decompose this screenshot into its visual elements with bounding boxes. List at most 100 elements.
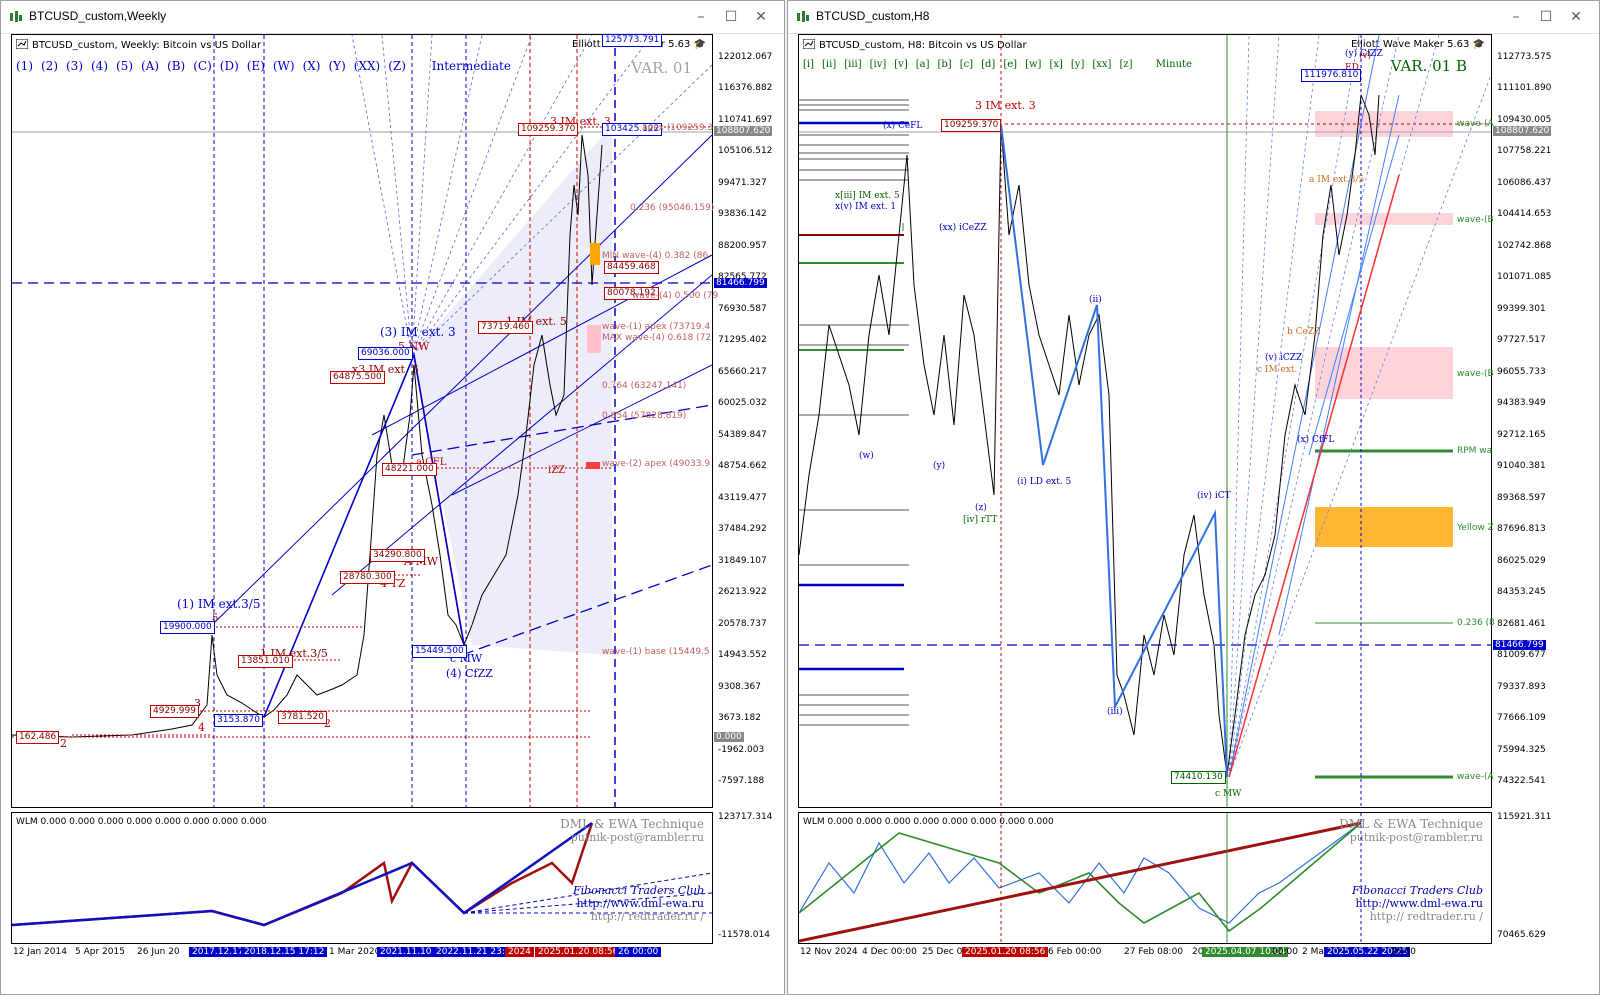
wave-button[interactable]: (D) xyxy=(219,59,239,73)
wave-button[interactable]: [c] xyxy=(959,59,974,70)
price-box: 103425.122 xyxy=(602,123,663,136)
price-box: 28780.300 xyxy=(340,571,395,584)
wave-line-blue xyxy=(1000,124,1228,778)
wave-button[interactable]: [v] xyxy=(894,59,908,70)
wave-button[interactable]: (W) xyxy=(272,59,295,73)
wave-button[interactable]: (4) xyxy=(91,59,108,73)
wave-button[interactable]: [e] xyxy=(1003,59,1018,70)
price-box: 19900.000 xyxy=(160,621,215,634)
zone-wave-B xyxy=(1315,213,1453,225)
main-chart-left[interactable]: BTCUSD_custom, Weekly: Bitcoin vs US Dol… xyxy=(11,34,718,808)
wave-label: 4 xyxy=(198,721,205,734)
wave-button[interactable]: [x] xyxy=(1049,59,1063,70)
wave-label: iZZ xyxy=(548,465,566,476)
fib-label: wave-(1) apex (73719.4 xyxy=(602,322,711,332)
channel-fill xyxy=(412,125,612,655)
wave-label: (z) xyxy=(975,503,987,513)
price-box: 48221.000 xyxy=(382,463,437,476)
wlm-blue xyxy=(799,822,1362,924)
wave-buttons: (1) (2) (3) (4) (5) (A) (B) (C) (D) (E) (W) (X) (Y) (… xyxy=(16,59,519,73)
credits: DML & EWA Technique putnik-post@rambler.… xyxy=(1339,817,1483,923)
credits: DML & EWA Technique putnik-post@rambler.… xyxy=(560,817,704,923)
wave-label: (x) CeFL xyxy=(883,121,923,131)
wlm-blue xyxy=(12,821,593,927)
maximize-button[interactable]: ☐ xyxy=(724,9,738,25)
left-title-bar[interactable]: BTCUSD_custom,Weekly – ☐ ✕ xyxy=(1,1,784,34)
price-box: 74410.130 xyxy=(1171,771,1226,784)
degree-button[interactable]: Intermediate xyxy=(431,59,511,73)
zone-label: wave-(A xyxy=(1457,772,1494,782)
wave-label: (i) LD ext. 5 xyxy=(1017,477,1072,487)
current-price-badge: 108807.620 xyxy=(714,126,773,136)
price-box: 80078.192 xyxy=(604,287,659,300)
degree-button[interactable]: Minute xyxy=(1155,59,1192,70)
wlm-green xyxy=(799,822,1362,933)
price-axis: 112773.575 111101.890 109430.005 107758.… xyxy=(1493,52,1552,786)
wave-button[interactable]: [b] xyxy=(937,59,952,70)
wave-button[interactable]: (1) xyxy=(16,59,33,73)
wave-button[interactable]: (Z) xyxy=(388,59,406,73)
wave-button[interactable]: [d] xyxy=(981,59,996,70)
wave-label: (v) iCZZ xyxy=(1265,353,1303,363)
price-box: 162.486 xyxy=(16,731,60,744)
time-axis: 12 Nov 2024 4 Dec 00:00 25 Dec 08 2025.0… xyxy=(800,947,1416,957)
wave-button[interactable]: (2) xyxy=(41,59,58,73)
wave-label: (3) IM ext. 3 xyxy=(380,325,456,339)
wave-button[interactable]: (A) xyxy=(141,59,160,73)
wlm-chart xyxy=(12,821,712,927)
wave-button[interactable]: [ii] xyxy=(822,59,837,70)
wave-button[interactable]: (XX) xyxy=(353,59,381,73)
variant-label: VAR. 01 B xyxy=(1390,57,1467,75)
wave-label: (iv) iCT xyxy=(1197,491,1231,501)
wave-label: 2 xyxy=(60,737,67,750)
wave-button[interactable]: (5) xyxy=(116,59,133,73)
wave-button[interactable]: (E) xyxy=(246,59,265,73)
wave-label: (ii) xyxy=(1089,295,1102,305)
wlm-label: WLM 0.000 0.000 0.000 0.000 0.000 0.000 … xyxy=(803,817,1054,827)
wave-button[interactable]: (Y) xyxy=(328,59,346,73)
wave-button[interactable]: (B) xyxy=(167,59,186,73)
close-button[interactable]: ✕ xyxy=(755,9,767,25)
fib-label: wave-(2) apex (49033.9 xyxy=(602,459,711,469)
price-box: 3781.520 xyxy=(278,711,327,724)
green-stubs xyxy=(799,262,904,351)
sub-price-axis: 115921.311 70465.629 xyxy=(1497,812,1552,940)
minimize-button[interactable]: – xyxy=(697,9,705,25)
channel-lines xyxy=(1228,35,1400,778)
wave-button[interactable]: [i] xyxy=(803,59,815,70)
orange-marker xyxy=(590,243,600,265)
channel-lines xyxy=(211,134,712,626)
price-line-badge: 81466.799 xyxy=(1493,640,1546,650)
indicator-subwindow[interactable]: WLM 0.000 0.000 0.000 0.000 0.000 0.000 … xyxy=(11,812,713,944)
sub-price-axis: 123717.314 -11578.014 xyxy=(718,812,773,940)
wave-label: (iii) xyxy=(1107,707,1123,717)
wave-button[interactable]: [z] xyxy=(1119,59,1133,70)
current-price-badge: 108807.620 xyxy=(1493,126,1552,136)
maximize-button[interactable]: ☐ xyxy=(1539,9,1553,25)
wave-label: x(v) IM ext. 1 xyxy=(835,202,897,212)
minimize-button[interactable]: – xyxy=(1512,9,1520,25)
indicator-subwindow[interactable]: WLM 0.000 0.000 0.000 0.000 0.000 0.000 … xyxy=(798,812,1492,944)
main-chart-right[interactable]: BTCUSD_custom, H8: Bitcoin vs US Dollar … xyxy=(798,34,1495,808)
wave-label: x[iii] IM ext. 5 xyxy=(835,191,900,201)
graduation-cap-icon: 🎓 xyxy=(693,39,706,50)
wave-button[interactable]: [iv] xyxy=(869,59,887,70)
wave-label: 2 xyxy=(324,717,331,730)
wave-button[interactable]: [y] xyxy=(1070,59,1085,70)
wave-button[interactable]: [iii] xyxy=(844,59,862,70)
chart-window-icon xyxy=(797,11,809,22)
window-title: BTCUSD_custom,Weekly xyxy=(29,9,167,23)
wave-button[interactable]: (X) xyxy=(302,59,321,73)
right-title-bar[interactable]: BTCUSD_custom,H8 – ☐ ✕ xyxy=(788,1,1599,34)
close-button[interactable]: ✕ xyxy=(1570,9,1582,25)
wave-button[interactable]: (C) xyxy=(193,59,212,73)
fib-label: 0.236 (95046.159) xyxy=(630,203,715,213)
wave-button[interactable]: [xx] xyxy=(1092,59,1112,70)
wave-button[interactable]: (3) xyxy=(66,59,83,73)
wave-label: [iv] rTT xyxy=(963,515,998,525)
wave-button[interactable]: [w] xyxy=(1025,59,1042,70)
wlm-red-trend xyxy=(799,821,1362,943)
zone-wave-B2 xyxy=(1315,347,1453,399)
zone-label: 0.236 (8 xyxy=(1457,618,1495,628)
wave-button[interactable]: [a] xyxy=(915,59,930,70)
